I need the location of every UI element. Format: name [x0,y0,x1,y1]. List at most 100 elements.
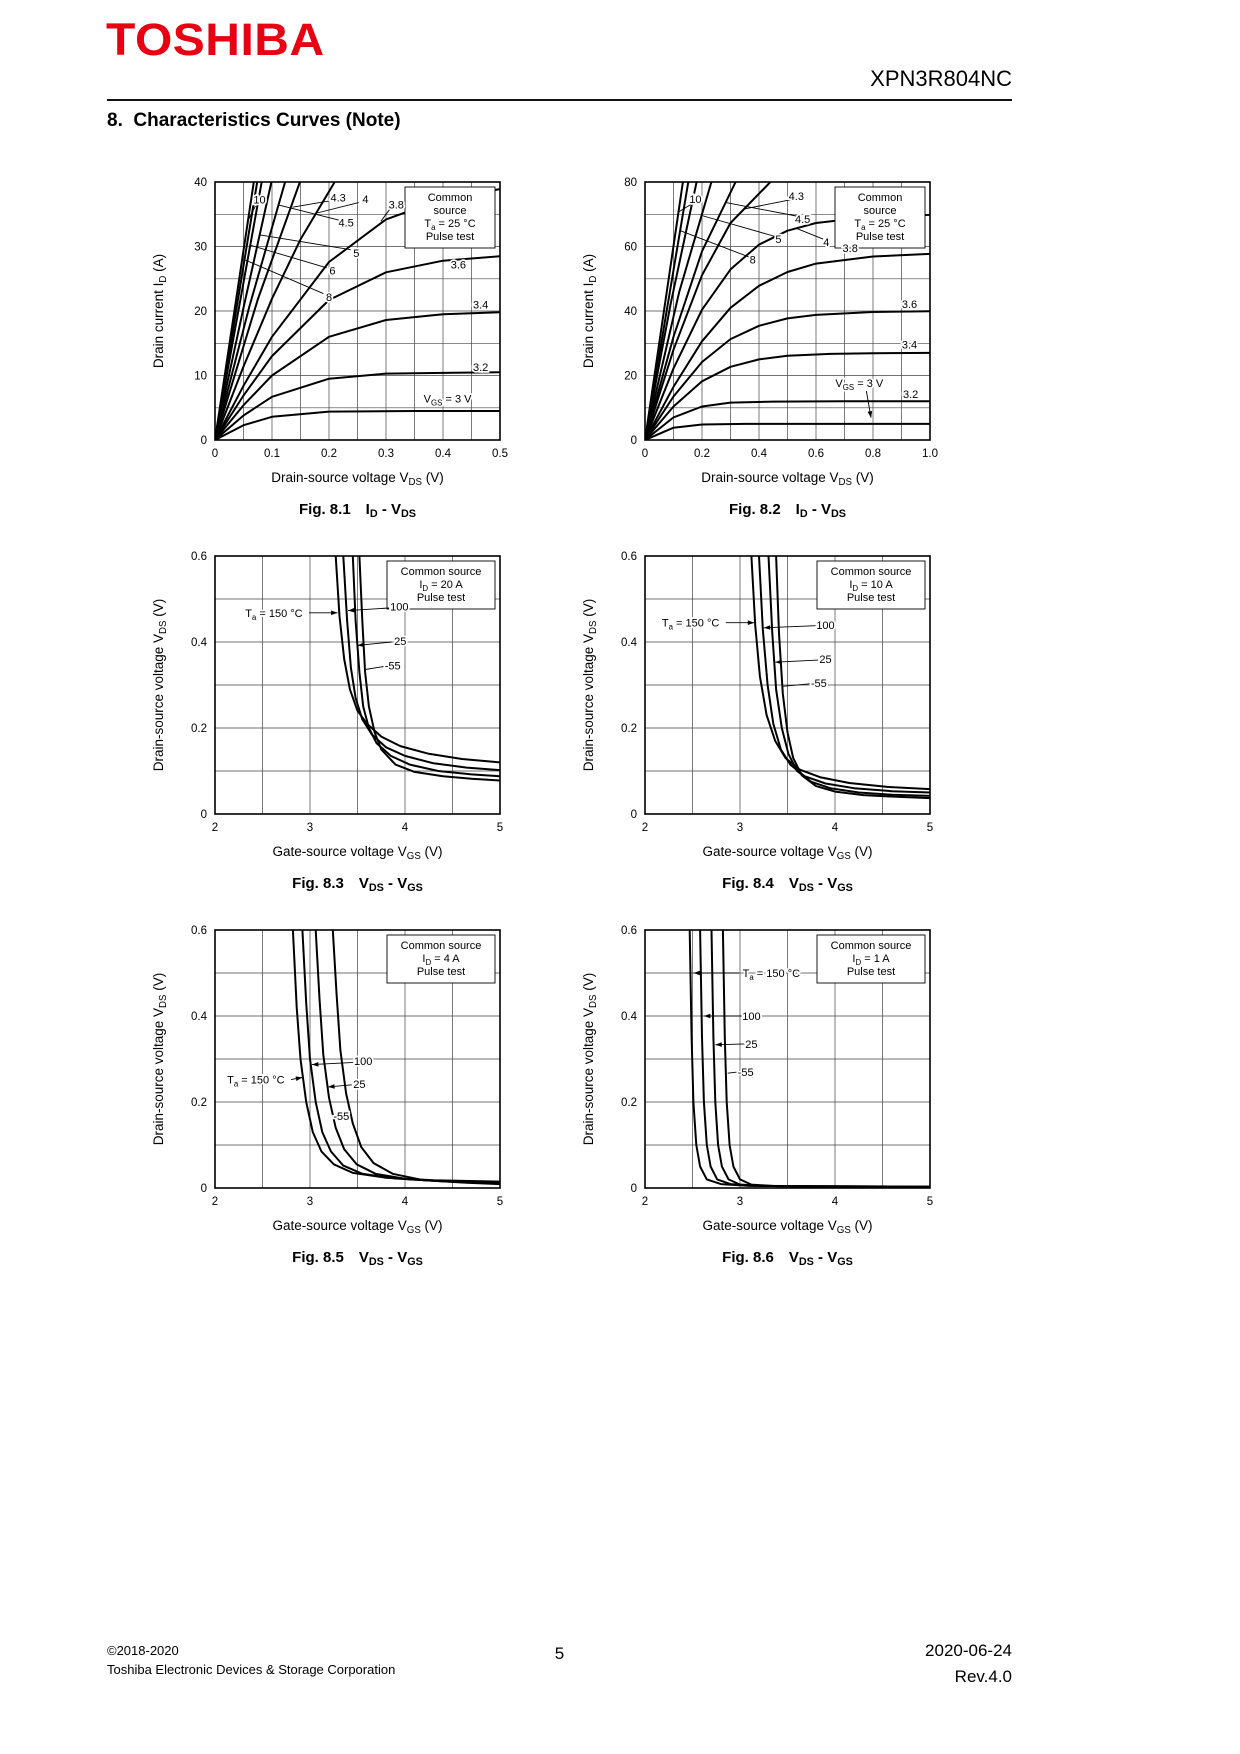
plot-border [214,181,501,441]
curve-label: -55 [811,678,827,690]
y-tick: 40 [194,177,207,189]
leader-line [380,209,390,222]
curve-label: 4.3 [789,191,804,203]
plot-border [214,555,501,815]
curve-label: Ta = 150 °C [227,1075,284,1089]
curve-label: 100 [390,602,408,614]
y-tick: 0.2 [191,723,207,735]
y-axis-label: Drain-source voltage VDS (V) [581,973,599,1146]
arrowhead [331,610,338,616]
conditions-box [816,934,926,984]
curve-label: 10 [689,194,701,206]
leader-line [279,204,339,221]
y-tick: 0.4 [191,1011,208,1023]
curve-label: Ta = 150 °C [662,618,719,632]
x-tick: 4 [402,822,409,834]
footer-left: ©2018-2020 Toshiba Electronic Devices & … [107,1642,395,1680]
conditions-text: Ta = 25 °C [854,218,905,232]
curve-4.5 [215,182,287,440]
y-tick: 60 [624,242,637,254]
x-axis-label: Drain-source voltage VDS (V) [701,470,874,488]
y-tick: 0 [631,1183,637,1195]
curve-100 [758,556,930,794]
figure-8-6: Common source ID = 1 A Pulse test Ta = 150 … [535,918,965,1272]
curve-label: 4.5 [795,214,810,226]
arrowhead [715,1042,722,1047]
curves [750,556,930,800]
curve--55 [331,930,500,1186]
y-tick: 0.4 [191,637,208,649]
curve-label: -55 [333,1111,349,1123]
x-tick: 0.5 [492,448,508,460]
curve-label: 3.8 [389,200,404,212]
y-axis-label: Drain-source voltage VDS (V) [581,599,599,772]
leader-line [678,202,694,213]
figure-caption: Fig. 8.5 VDS - VGS [292,1249,423,1268]
arrowhead [693,970,700,976]
curve-label: 4.5 [338,218,353,230]
y-tick: 40 [624,306,637,318]
leader-line [725,202,799,217]
curves [688,930,930,1188]
footer-date: 2020-06-24 [925,1641,1012,1660]
y-tick: 0.4 [621,637,638,649]
leader-line [347,607,389,612]
conditions-text: source [433,205,466,217]
curve-label: Ta = 150 °C [245,608,302,622]
curve-label: 3.8 [843,243,858,255]
copyright: ©2018-2020 [107,1643,179,1658]
x-tick: 0 [642,448,648,460]
x-tick: 2 [212,822,218,834]
curve-label: 100 [742,1011,760,1023]
curve-label: 3.4 [473,300,488,312]
y-tick: 0 [201,435,207,447]
curves [334,556,500,782]
y-tick: 0.2 [191,1097,207,1109]
x-tick: 0.4 [435,448,452,460]
footer-revision: Rev.4.0 [954,1666,1012,1686]
figure-8-3: Common source ID = 20 A Pulse test Ta = 150… [105,544,535,898]
curve-label: 100 [354,1056,372,1068]
leader-line [248,205,256,220]
page-number: 5 [554,1644,565,1663]
part-number: XPN3R804NC [870,66,1012,91]
leader-line [250,244,327,269]
x-tick: 5 [497,1196,503,1208]
y-tick: 0.2 [621,1097,637,1109]
arrowhead [328,1084,335,1089]
curve-label: 8 [326,292,332,304]
arrowhead [775,659,782,665]
x-tick: 4 [832,1196,839,1208]
curve-label: 25 [394,636,406,648]
curve-6 [215,182,263,440]
curve-3.6 [215,255,500,440]
x-tick: 0.2 [321,448,337,460]
plot-border [644,555,931,815]
curve-4.3 [645,182,772,440]
curve--55 [721,930,930,1188]
curve-3.4 [645,351,930,440]
x-tick: 3 [737,1196,743,1208]
conditions-text: ID = 1 A [852,953,890,967]
curve-5 [215,182,273,440]
curve-label: 3.2 [903,389,918,401]
curve-label: 25 [353,1079,365,1091]
leader-line [680,230,750,258]
figure-caption: Fig. 8.4 VDS - VGS [722,875,853,894]
header-divider [107,99,1012,101]
leader-line [796,227,824,240]
curve-label: 5 [775,234,781,246]
y-tick: 0.6 [621,551,637,563]
x-tick: 4 [402,1196,409,1208]
curve-25 [351,556,500,778]
x-tick: 4 [832,822,839,834]
conditions-text: Pulse test [426,231,474,243]
conditions-text: ID = 10 A [849,579,893,593]
figure-8-2: Common source Ta = 25 °C Pulse test 10 4.3 4.5… [535,170,965,524]
footer-right: 2020-06-24 Rev.4.0 [925,1638,1012,1689]
y-tick: 20 [194,306,207,318]
leader-line [701,215,776,237]
